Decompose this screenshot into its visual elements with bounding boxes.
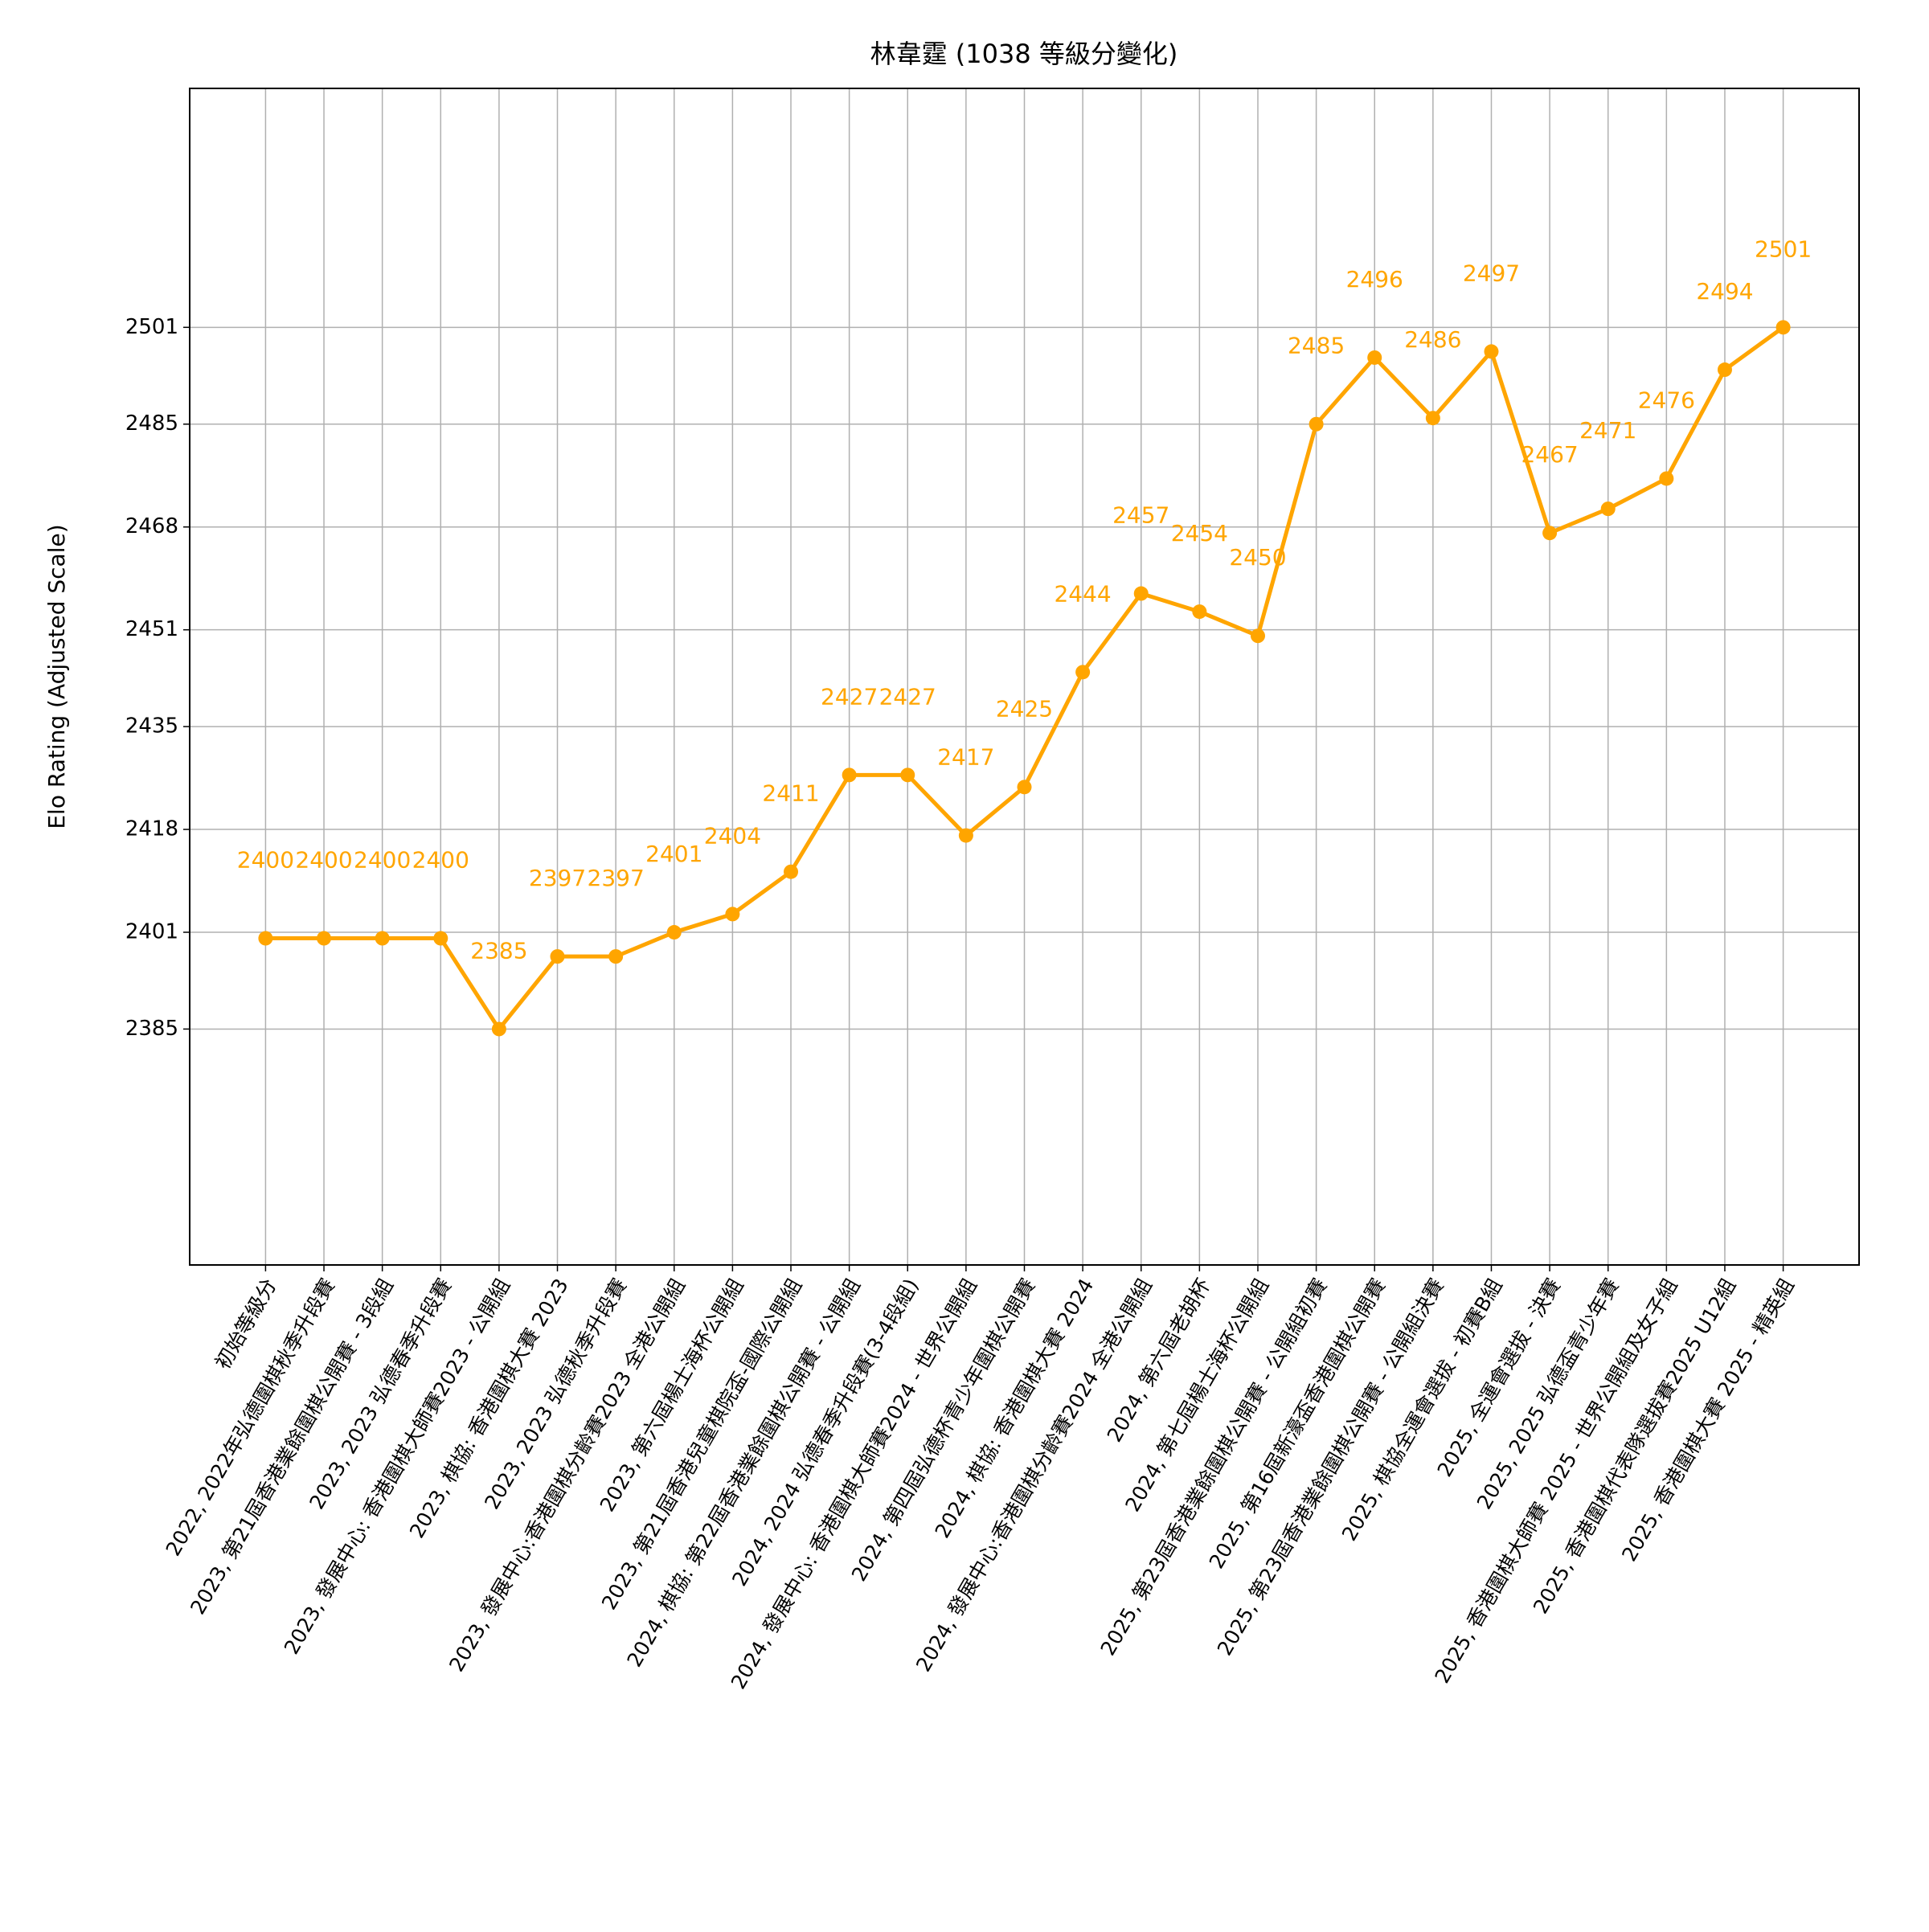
point [1717,362,1732,378]
x-tick-label: 2023, 發展中心: 香港圍棋大師賽2023 - 公開組 [280,1275,514,1658]
data-label: 2401 [645,841,702,867]
data-label: 2494 [1696,278,1753,305]
data-label: 2501 [1755,235,1812,262]
chart-title: 林韋霆 (1038 等級分變化) [870,39,1178,69]
point [1600,501,1616,517]
data-label: 2471 [1579,417,1636,444]
point [1192,604,1207,620]
data-label: 2476 [1638,387,1695,413]
point [1250,628,1265,644]
point [1775,320,1791,335]
point [491,1021,506,1037]
data-label: 2486 [1404,326,1461,353]
data-label: 2411 [762,780,819,807]
point [1542,526,1558,541]
data-label: 2427 [879,683,936,710]
point [1133,586,1149,601]
data-label: 2385 [470,937,527,964]
y-tick-label: 2468 [125,514,178,538]
x-tick-label: 2025, 第23屆香港業餘圍棋公開賽 - 公開組決賽 [1213,1275,1448,1660]
data-label: 2427 [821,683,878,710]
point [1367,350,1382,365]
data-label: 2457 [1112,502,1169,529]
point [725,907,740,922]
plot-frame [189,88,1860,1266]
point [1017,780,1032,795]
data-label: 2444 [1054,580,1111,607]
data-label: 2400 [295,847,352,874]
data-label: 2467 [1521,441,1578,468]
point [258,931,273,946]
point [433,931,448,946]
point [375,931,390,946]
data-label: 2417 [937,744,994,771]
data-label: 2400 [354,847,411,874]
data-label: 2485 [1288,333,1345,359]
y-tick-label: 2435 [125,714,178,739]
x-tick-label: 2024, 第六屆老胡杯 [1103,1275,1215,1446]
data-label: 2400 [237,847,294,874]
x-tick-label: 2025, 第23屆香港業餘圍棋公開賽 - 公開組初賽 [1096,1275,1332,1660]
data-label: 2404 [704,822,761,849]
point [1075,665,1091,680]
y-axis-label: Elo Rating (Adjusted Scale) [43,524,70,829]
data-label: 2400 [412,847,469,874]
point [958,828,973,843]
point [1659,471,1674,486]
point [666,925,682,940]
point [784,864,799,879]
data-label: 2450 [1229,544,1286,571]
point [608,949,624,964]
point [550,949,565,964]
point [1425,411,1440,426]
data-label: 2496 [1346,266,1403,293]
y-tick-label: 2401 [125,920,178,944]
data-label: 2497 [1463,260,1520,286]
y-tick-label: 2485 [125,411,178,436]
data-label: 2397 [529,865,586,891]
point [1309,416,1324,432]
point [900,767,915,783]
data-label: 2425 [996,695,1053,722]
point [317,931,332,946]
y-tick-label: 2501 [125,315,178,339]
y-tick-label: 2385 [125,1017,178,1041]
point [1484,344,1499,359]
y-tick-label: 2418 [125,817,178,841]
data-label: 2454 [1171,520,1228,546]
data-label: 2397 [588,865,645,891]
y-tick-label: 2451 [125,617,178,641]
point [842,767,857,783]
